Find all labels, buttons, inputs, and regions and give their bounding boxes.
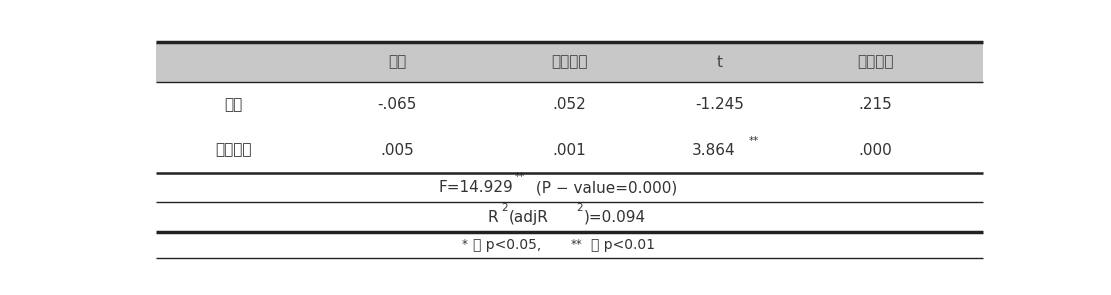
Text: 경과년도: 경과년도	[216, 142, 252, 158]
Text: R: R	[488, 210, 498, 224]
Text: ： p<0.05,: ： p<0.05,	[473, 238, 550, 252]
Text: t: t	[717, 55, 723, 70]
Text: -.065: -.065	[378, 97, 417, 112]
Text: 3.864: 3.864	[691, 142, 735, 158]
Text: 절편: 절편	[224, 97, 242, 112]
Text: **: **	[516, 172, 526, 182]
Text: 2: 2	[501, 203, 508, 213]
Text: 2: 2	[577, 203, 583, 213]
Text: **: **	[570, 238, 582, 251]
Text: .000: .000	[858, 142, 892, 158]
Text: -1.245: -1.245	[695, 97, 744, 112]
Text: .001: .001	[552, 142, 587, 158]
Text: .005: .005	[380, 142, 414, 158]
Text: 계수: 계수	[388, 55, 407, 70]
Text: (P − value=0.000): (P − value=0.000)	[531, 180, 677, 195]
Text: .052: .052	[552, 97, 587, 112]
Text: F=14.929: F=14.929	[439, 180, 513, 195]
Text: ： p<0.01: ： p<0.01	[591, 238, 654, 252]
Text: .215: .215	[858, 97, 892, 112]
Text: 유의확률: 유의확률	[857, 55, 893, 70]
Bar	[156, 42, 982, 82]
Text: (adjR: (adjR	[509, 210, 549, 224]
Text: *: *	[462, 238, 468, 251]
Text: )=0.094: )=0.094	[584, 210, 647, 224]
Text: 표준오샰: 표준오샰	[551, 55, 588, 70]
Text: **: **	[749, 136, 759, 146]
